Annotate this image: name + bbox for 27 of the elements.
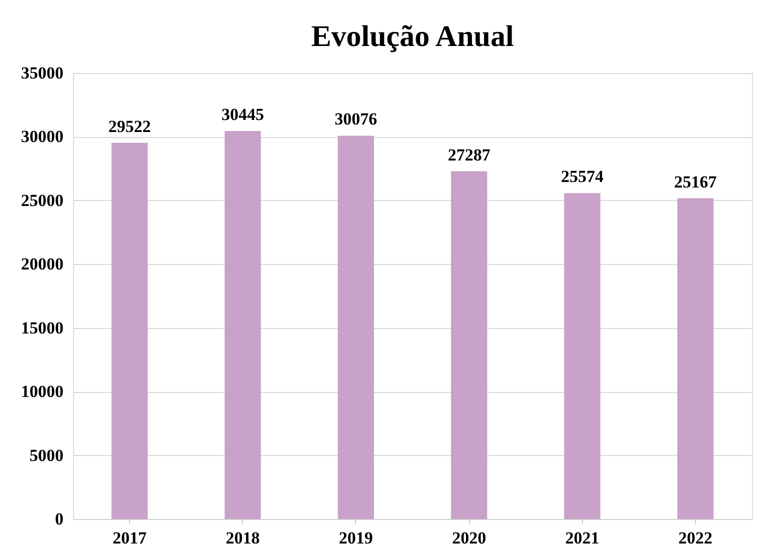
data-label: 30445 [222, 105, 264, 124]
data-label: 25167 [674, 172, 718, 192]
y-tick-label: 35000 [21, 64, 64, 82]
x-tick-label: 2019 [338, 528, 373, 548]
bar [450, 171, 488, 519]
y-tick-label: 10000 [21, 382, 64, 402]
bar [677, 198, 714, 519]
y-tick-label: 30000 [21, 127, 64, 146]
x-tick-label: 2020 [452, 528, 486, 548]
x-tick-label: 2022 [678, 528, 712, 548]
y-tick-label: 25000 [21, 190, 64, 210]
x-tick-label: 2018 [226, 528, 260, 548]
data-label: 25574 [561, 167, 604, 186]
y-tick-label: 5000 [30, 446, 64, 465]
bar [111, 142, 148, 519]
chart-title: Evolução Anual [311, 20, 514, 53]
data-label: 29522 [108, 116, 151, 136]
data-label: 30076 [334, 110, 378, 129]
y-tick-label: 0 [55, 510, 64, 528]
y-tick-label: 20000 [21, 254, 64, 274]
y-tick-label: 15000 [21, 318, 64, 338]
bar [224, 131, 261, 519]
x-tick-label: 2021 [565, 528, 600, 548]
data-label: 27287 [448, 145, 491, 164]
x-tick-label: 2017 [112, 528, 148, 548]
bar [564, 193, 600, 519]
bar [338, 136, 374, 519]
